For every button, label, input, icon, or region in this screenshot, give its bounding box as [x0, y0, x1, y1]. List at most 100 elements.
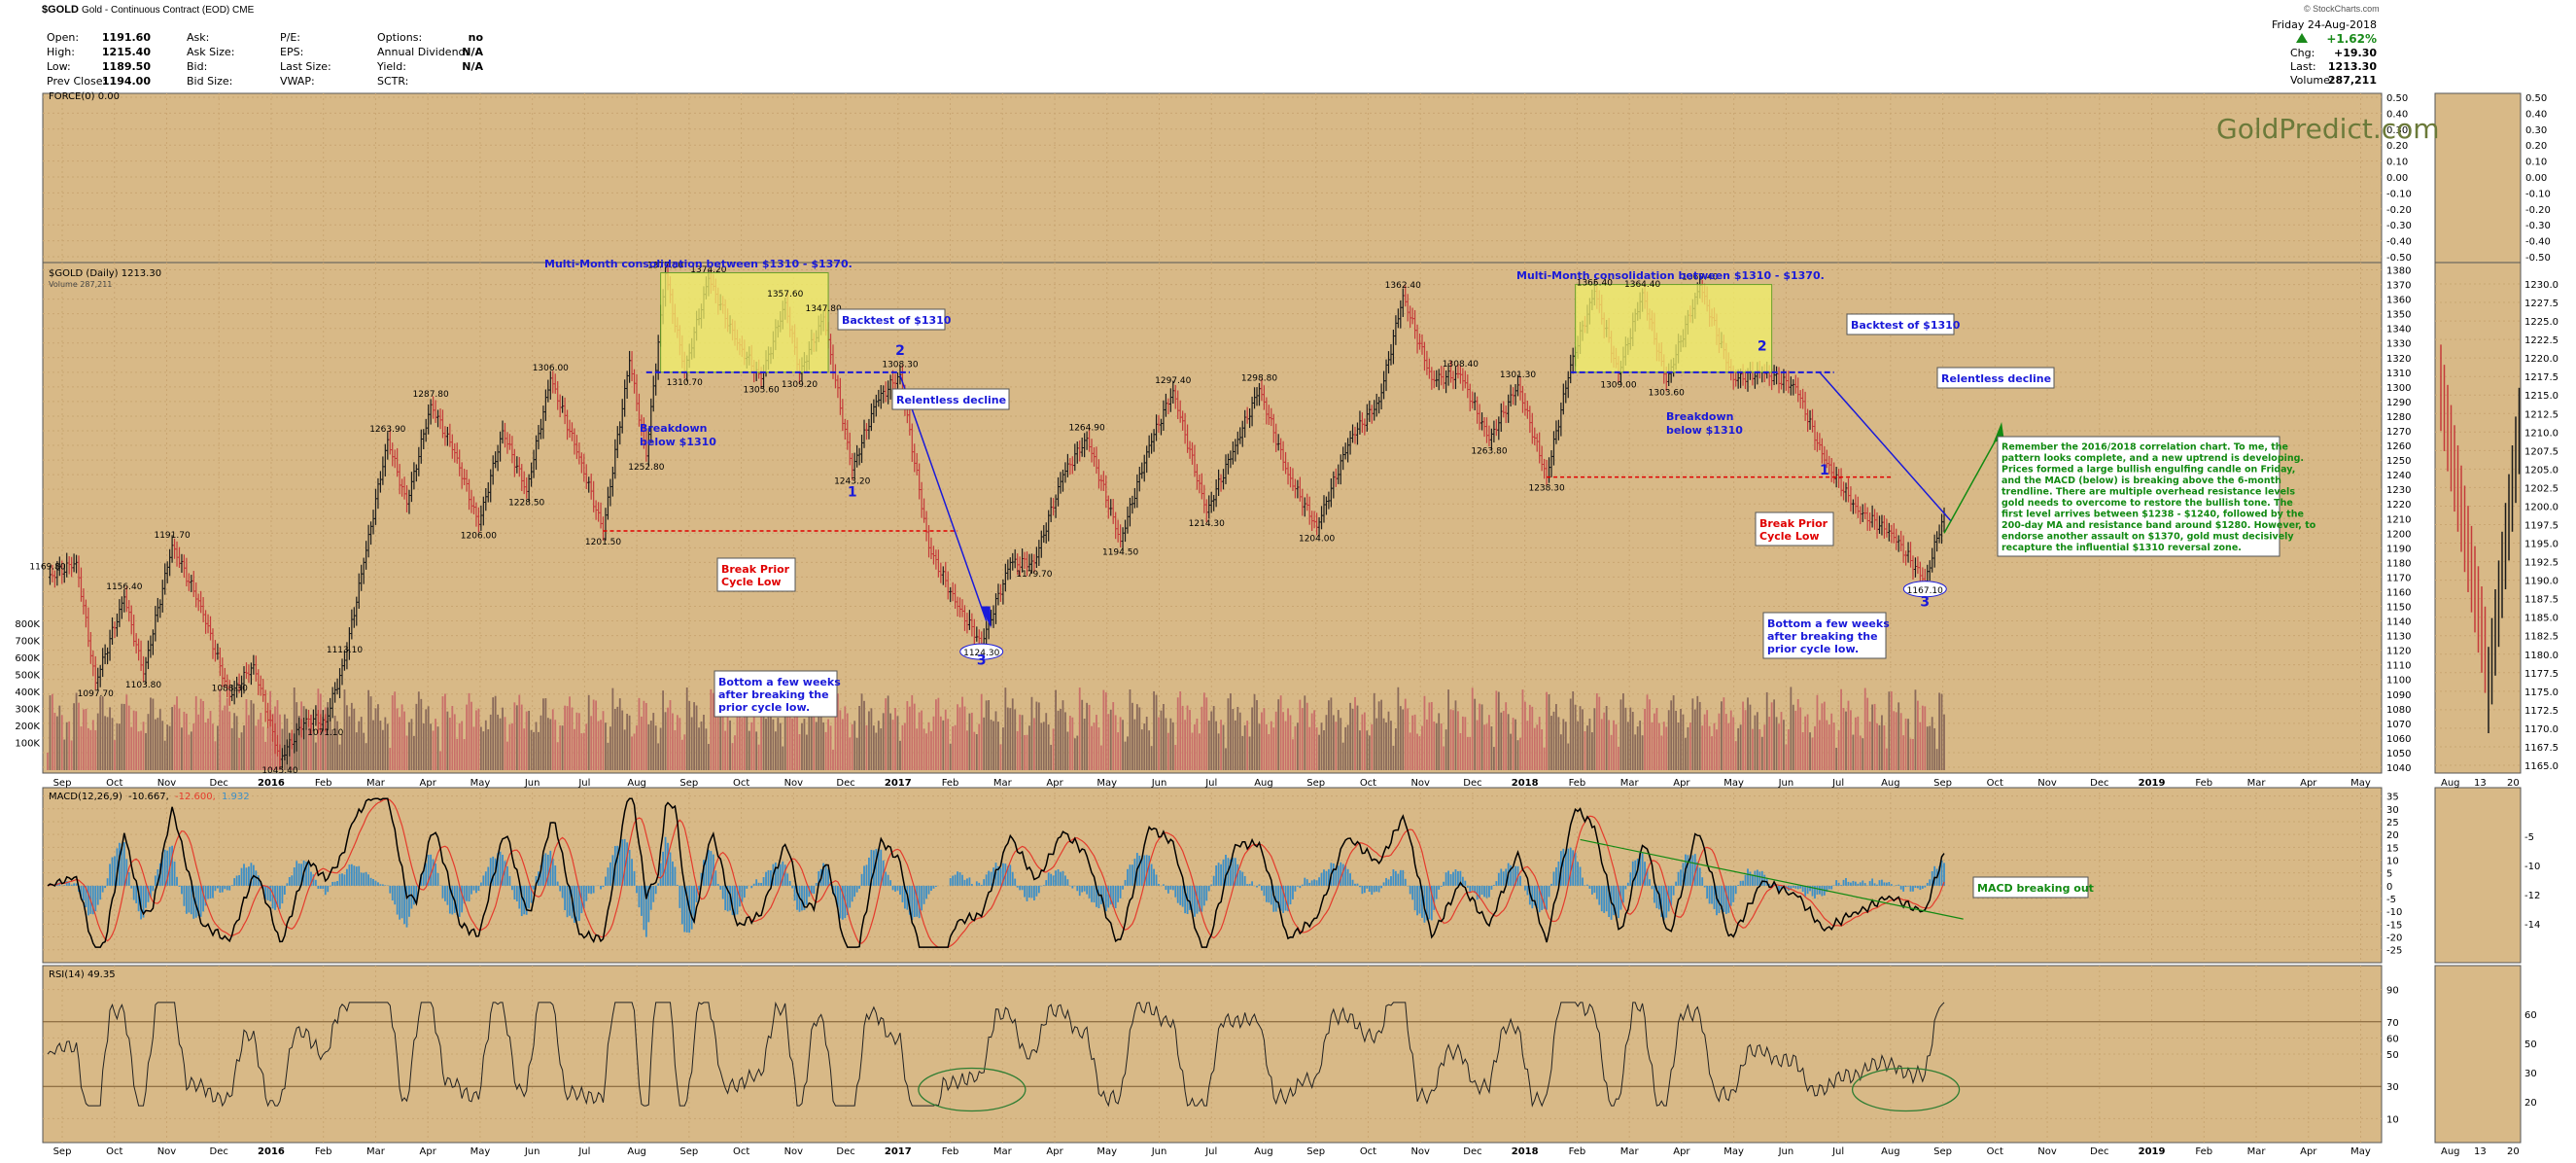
macd-hist-bar: [1793, 886, 1794, 888]
annotation-breakdown-2016: Breakdown: [640, 422, 707, 435]
volume-bar: [451, 706, 453, 770]
volume-bar: [1773, 699, 1775, 770]
macd-hist-bar: [451, 886, 453, 915]
volume-bar: [1577, 722, 1579, 770]
macd-hist-bar: [1259, 884, 1261, 885]
annotation-macd-text: MACD breaking out: [1977, 882, 2094, 895]
macd-hist-bar: [1469, 886, 1471, 893]
volume-bar: [1618, 747, 1619, 770]
volume-bar: [200, 699, 202, 770]
volume-bar: [608, 743, 609, 770]
macd-y-tick: 20: [2386, 830, 2399, 841]
volume-bar: [605, 722, 607, 770]
macd-hist-bar: [683, 886, 685, 933]
macd-hist-bar: [1845, 878, 1847, 886]
volume-bar: [76, 693, 78, 770]
macd-hist-bar: [331, 882, 333, 886]
macd-hist-bar: [1045, 880, 1047, 886]
volume-bar: [662, 690, 664, 770]
volume-bar: [370, 696, 372, 770]
macd-hist-bar: [988, 871, 990, 886]
macd-hist-bar: [330, 886, 331, 887]
volume-bar: [1740, 724, 1742, 770]
macd-hist-bar: [533, 886, 535, 890]
volume-bar: [1701, 725, 1703, 770]
price-y-tick: 1210: [2386, 514, 2411, 525]
macd-hist-bar: [1375, 886, 1377, 892]
price-y-tick: 1150: [2386, 603, 2411, 614]
macd-hist-bar: [1742, 881, 1744, 886]
volume-bar: [1761, 737, 1763, 770]
volume-bar: [505, 717, 506, 770]
macd-hist-bar: [1580, 866, 1582, 885]
x-tick-label: Nov: [784, 1146, 804, 1157]
volume-bar: [1438, 713, 1440, 770]
macd-hist-bar: [1763, 875, 1765, 886]
x-tick-label: Mar: [993, 778, 1013, 789]
macd-hist-bar: [1048, 872, 1050, 885]
volume-bar: [919, 713, 921, 770]
volume-bar: [348, 717, 350, 770]
macd-hist-bar: [1752, 874, 1754, 886]
volume-bar: [667, 708, 669, 770]
volume-bar: [1742, 702, 1744, 770]
quote-cell: VWAP:: [280, 75, 315, 88]
volume-bar: [487, 729, 489, 770]
volume-bar: [1936, 749, 1938, 770]
volume-bar: [1567, 744, 1569, 770]
macd-hist-bar: [145, 886, 147, 908]
volume-bar: [128, 706, 130, 770]
macd-hist-bar: [969, 877, 971, 885]
volume-bar: [1902, 735, 1904, 770]
macd-hist-bar: [1089, 886, 1091, 899]
annotation-bottom-2016-text: Bottom a few weeks: [718, 676, 841, 688]
volume-bar: [1380, 700, 1382, 770]
force-mini-y-tick: -0.30: [2525, 221, 2551, 231]
macd-hist-bar: [1549, 886, 1550, 898]
macd-hist-bar: [777, 866, 779, 885]
volume-bar: [86, 709, 87, 770]
volume-bar: [1797, 699, 1799, 770]
macd-hist-bar: [1912, 886, 1914, 892]
macd-y-tick: 0: [2386, 882, 2392, 893]
macd-hist-bar: [1675, 882, 1677, 886]
price-y-tick: 1260: [2386, 441, 2411, 452]
volume-bar: [413, 736, 415, 770]
volume-bar: [1285, 722, 1287, 770]
volume-bar: [150, 697, 152, 770]
volume-bar: [588, 695, 590, 770]
macd-hist-bar: [724, 886, 726, 910]
mini-price-y-tick: 1165.0: [2524, 761, 2559, 772]
volume-bar: [1306, 703, 1308, 770]
volume-bar: [1611, 735, 1613, 770]
volume-bar: [97, 714, 99, 770]
macd-hist-bar: [1709, 886, 1711, 904]
volume-bar: [1447, 689, 1449, 770]
macd-hist-bar: [1335, 868, 1337, 886]
volume-bar: [482, 731, 484, 770]
volume-bar: [1508, 714, 1510, 770]
volume-bar: [880, 728, 882, 770]
volume-bar: [842, 719, 844, 770]
quote-cell: N/A: [462, 46, 483, 58]
price-point-label: 1310.70: [667, 378, 703, 388]
volume-bar: [509, 724, 511, 770]
price-y-tick: 1140: [2386, 617, 2411, 628]
volume-bar: [629, 716, 631, 770]
volume-bar: [420, 699, 422, 770]
volume-bar: [871, 708, 873, 770]
macd-hist-bar: [284, 886, 286, 895]
volume-bar: [708, 744, 710, 770]
volume-bar: [1290, 715, 1292, 770]
macd-hist-bar: [513, 886, 515, 899]
volume-bar: [179, 709, 181, 770]
macd-hist-bar: [1141, 858, 1143, 885]
volume-bar: [888, 695, 889, 770]
annotation-bottom-2016-text: after breaking the: [718, 688, 829, 701]
volume-bar: [1383, 719, 1385, 770]
macd-hist-bar: [509, 876, 511, 886]
quote-cell: Annual Dividend:: [377, 46, 469, 58]
volume-bar: [1179, 691, 1181, 770]
volume-bar: [392, 695, 394, 770]
x-tick-label: Jun: [524, 778, 540, 789]
